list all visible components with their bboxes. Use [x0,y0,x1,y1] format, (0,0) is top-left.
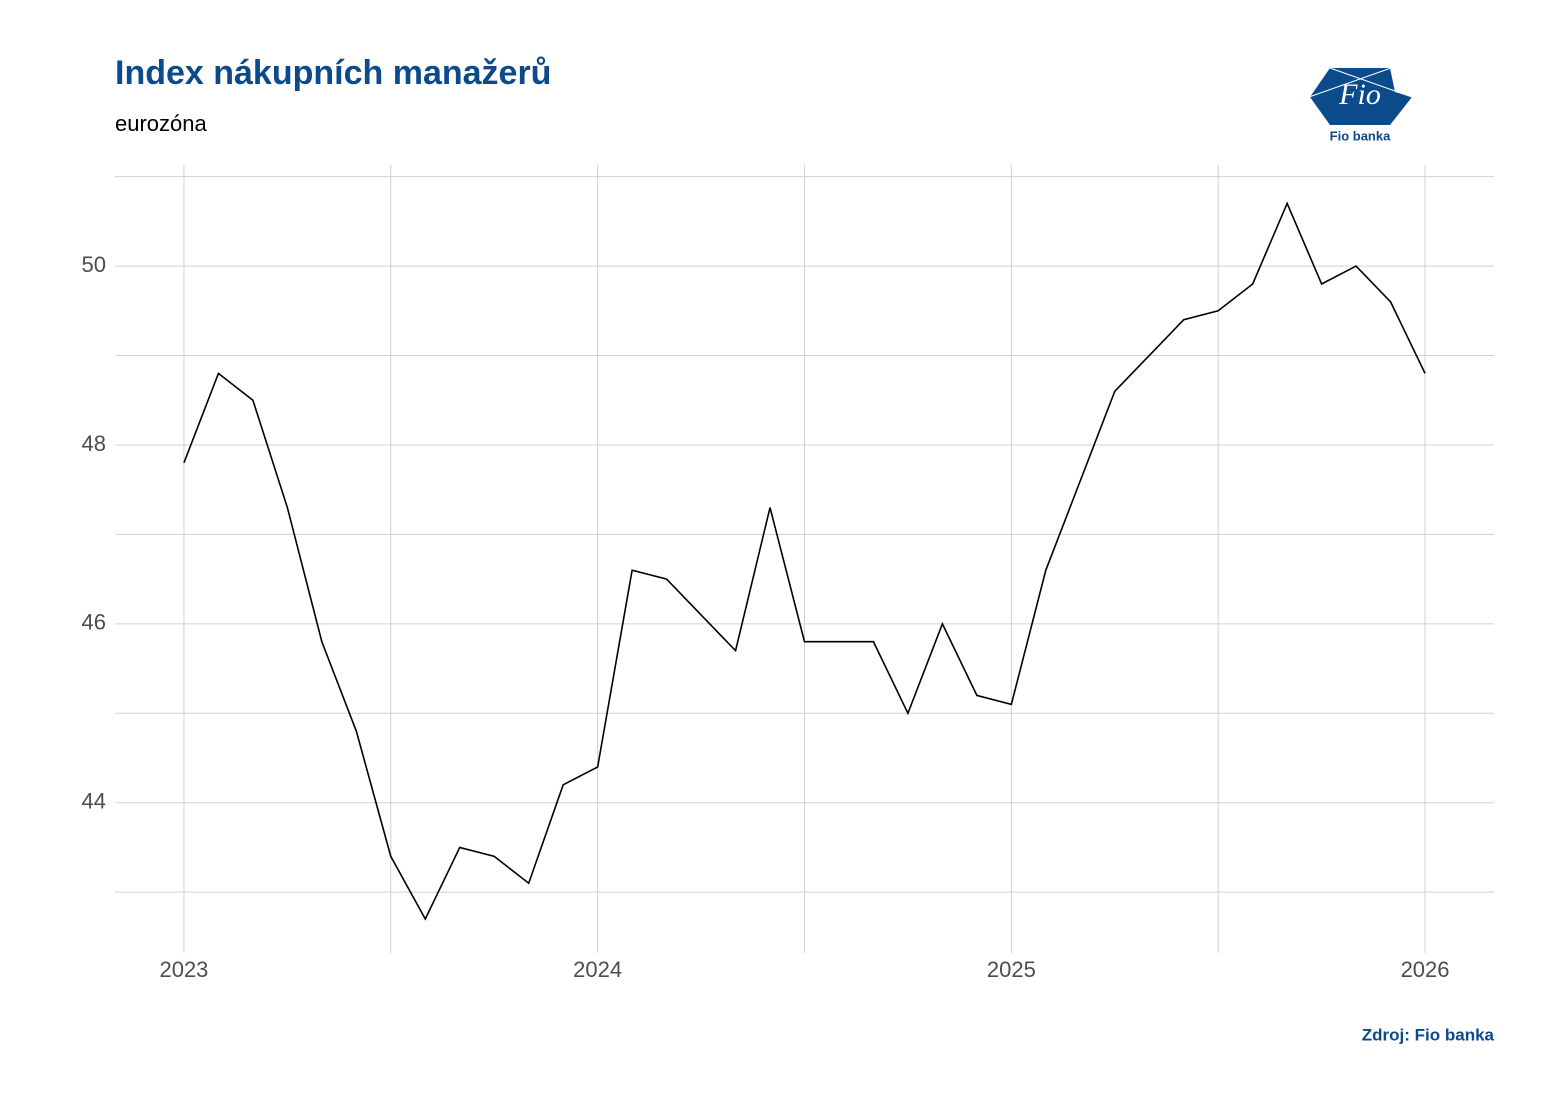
logo-shape [1310,68,1412,125]
chart-subtitle: eurozóna [115,111,208,136]
y-tick-label: 48 [82,431,106,456]
y-tick-label: 50 [82,252,106,277]
x-tick-label: 2024 [573,957,622,982]
source-note: Zdroj: Fio banka [1362,1025,1495,1044]
logo-mark: Fio [1338,78,1381,111]
data-line [183,201,1426,921]
chart-title: Index nákupních manažerů [115,54,551,92]
y-tick-label: 44 [82,789,106,814]
logo-stroke [1308,67,1392,98]
logo-stroke [1329,67,1413,98]
y-tick-label: 46 [82,610,106,635]
logo: Fio Fio banka [1307,67,1413,143]
x-tick-label: 2026 [1401,957,1450,982]
x-tick-label: 2023 [159,957,208,982]
logo-text: Fio banka [1330,128,1391,143]
x-tick-label: 2025 [987,957,1036,982]
